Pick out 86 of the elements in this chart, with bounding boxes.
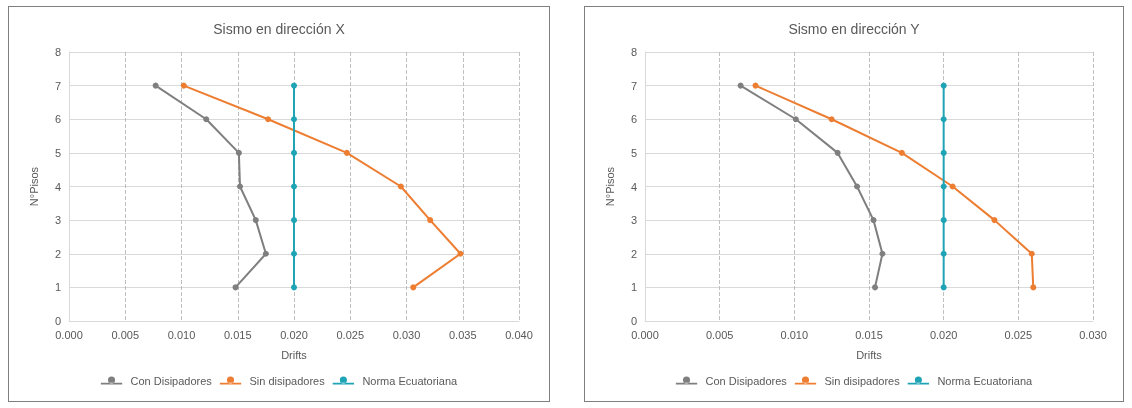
point (262, 250, 269, 257)
point (870, 217, 877, 224)
point (828, 116, 835, 123)
x-tick-label: 0.010 (780, 328, 809, 341)
point (949, 183, 956, 190)
point (203, 116, 210, 123)
point (291, 149, 297, 156)
point (291, 183, 297, 190)
y-tick-label: 3 (630, 214, 637, 227)
y-tick-label: 8 (54, 46, 61, 58)
y-tick-label: 2 (54, 247, 61, 260)
point (397, 183, 404, 190)
x-axis-title: Drifts (281, 348, 308, 361)
y-tick-label: 2 (630, 247, 637, 260)
y-tick-label: 1 (54, 281, 61, 294)
legend-label: Con Disipadores (130, 374, 213, 387)
x-tick-label: 0.000 (631, 328, 659, 341)
point (792, 116, 799, 123)
legend-label: Norma Ecuatoriana (362, 374, 459, 387)
point (1028, 250, 1035, 257)
point (252, 217, 259, 224)
point (291, 250, 297, 257)
point (991, 217, 998, 224)
x-tick-label: 0.015 (855, 328, 883, 341)
point (879, 250, 886, 257)
x-tick-label: 0.035 (448, 328, 477, 341)
legend-label: Con Disipadores (705, 374, 788, 387)
point (180, 82, 187, 89)
x-tick-label: 0.040 (505, 328, 533, 341)
y-tick-label: 0 (54, 315, 61, 327)
point (940, 250, 947, 257)
x-tick-label: 0.015 (223, 328, 252, 341)
point (940, 217, 947, 224)
point (854, 183, 861, 190)
y-tick-label: 5 (54, 146, 61, 159)
point (291, 82, 297, 89)
y-tick-label: 7 (54, 79, 61, 92)
point (265, 116, 272, 123)
point (752, 82, 759, 89)
point (152, 82, 159, 89)
x-tick-label: 0.030 (1079, 328, 1107, 341)
point (291, 284, 297, 291)
x-tick-label: 0.000 (55, 328, 83, 341)
point (737, 82, 744, 89)
y-tick-label: 8 (630, 46, 637, 58)
x-tick-label: 0.025 (336, 328, 365, 341)
y-tick-label: 7 (630, 79, 637, 92)
point (427, 217, 434, 224)
x-tick-label: 0.010 (167, 328, 196, 341)
y-tick-label: 3 (54, 214, 61, 227)
point (834, 149, 841, 156)
y-axis-title: N°Pisos (603, 166, 616, 207)
chart-title: Sismo en dirección X (213, 21, 346, 37)
point (343, 149, 350, 156)
point (291, 217, 297, 224)
y-tick-label: 1 (630, 281, 637, 294)
point (940, 116, 947, 123)
legend-label: Norma Ecuatoriana (937, 374, 1034, 387)
x-tick-label: 0.030 (392, 328, 421, 341)
legend-label: Sin disipadores (824, 374, 901, 387)
legend-label: Sin disipadores (249, 374, 326, 387)
x-tick-label: 0.020 (929, 328, 958, 341)
point (871, 284, 878, 291)
x-tick-label: 0.025 (1004, 328, 1033, 341)
x-tick-label: 0.020 (280, 328, 308, 341)
y-tick-label: 4 (54, 180, 61, 193)
y-tick-label: 0 (630, 315, 637, 327)
point (237, 183, 243, 190)
y-tick-label: 5 (630, 146, 637, 159)
point (291, 116, 297, 123)
point (940, 284, 947, 291)
point (457, 250, 464, 257)
point (410, 284, 417, 291)
point (1030, 284, 1037, 291)
y-tick-label: 6 (630, 113, 637, 126)
y-tick-label: 6 (54, 113, 61, 126)
y-axis-title: N°Pisos (27, 166, 40, 207)
point (940, 149, 947, 156)
point (898, 149, 905, 156)
y-tick-label: 4 (630, 180, 637, 193)
point (940, 82, 947, 89)
x-tick-label: 0.005 (111, 328, 140, 341)
x-axis-title: Drifts (856, 348, 883, 361)
chart-title: Sismo en dirección Y (788, 21, 921, 37)
point (235, 149, 242, 156)
x-tick-label: 0.005 (705, 328, 734, 341)
